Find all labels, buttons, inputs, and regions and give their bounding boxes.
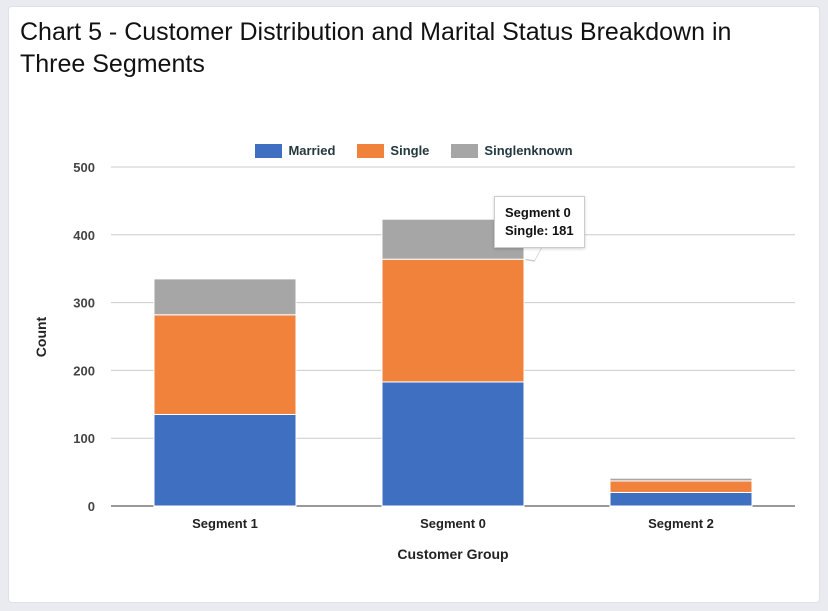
chart-legend: Married Single Singlenknown (0, 143, 828, 158)
bar-married-segment-0 (381, 381, 525, 507)
x-tick-label: Segment 2 (648, 516, 714, 531)
chart-title: Chart 5 - Customer Distribution and Mari… (20, 18, 732, 78)
legend-label-single: Single (390, 143, 430, 158)
bar-married-segment-2 (609, 491, 753, 507)
bar-singlenknown-segment-1 (153, 278, 297, 316)
y-axis-label: Count (33, 316, 49, 357)
legend-item-single[interactable]: Single (357, 143, 429, 158)
legend-swatch-married (255, 143, 283, 158)
bar-single-segment-1 (153, 314, 297, 415)
y-tick-label: 200 (73, 363, 95, 378)
bar-singlenknown-segment-2 (609, 477, 753, 482)
legend-label-singlenknown: Singlenknown (484, 143, 573, 158)
x-tick-label: Segment 1 (192, 516, 258, 531)
legend-label-married: Married (288, 143, 336, 158)
legend-swatch-singlenknown (451, 143, 479, 158)
legend-item-singlenknown[interactable]: Singlenknown (451, 143, 573, 158)
chart-tooltip: Segment 0 Single: 181 (494, 196, 585, 248)
y-tick-label: 400 (73, 228, 95, 243)
bar-single-segment-0 (381, 258, 525, 383)
y-tick-label: 500 (73, 160, 95, 175)
legend-swatch-single (357, 143, 385, 158)
y-tick-label: 0 (88, 499, 95, 514)
x-axis-label: Customer Group (397, 546, 508, 562)
legend-item-married[interactable]: Married (255, 143, 335, 158)
bar-married-segment-1 (153, 413, 297, 507)
y-tick-label: 300 (73, 296, 95, 311)
tooltip-value: Single: 181 (505, 223, 574, 238)
x-tick-label: Segment 0 (420, 516, 486, 531)
tooltip-category: Segment 0 (505, 205, 571, 220)
y-tick-label: 100 (73, 431, 95, 446)
bar-single-segment-2 (609, 480, 753, 493)
